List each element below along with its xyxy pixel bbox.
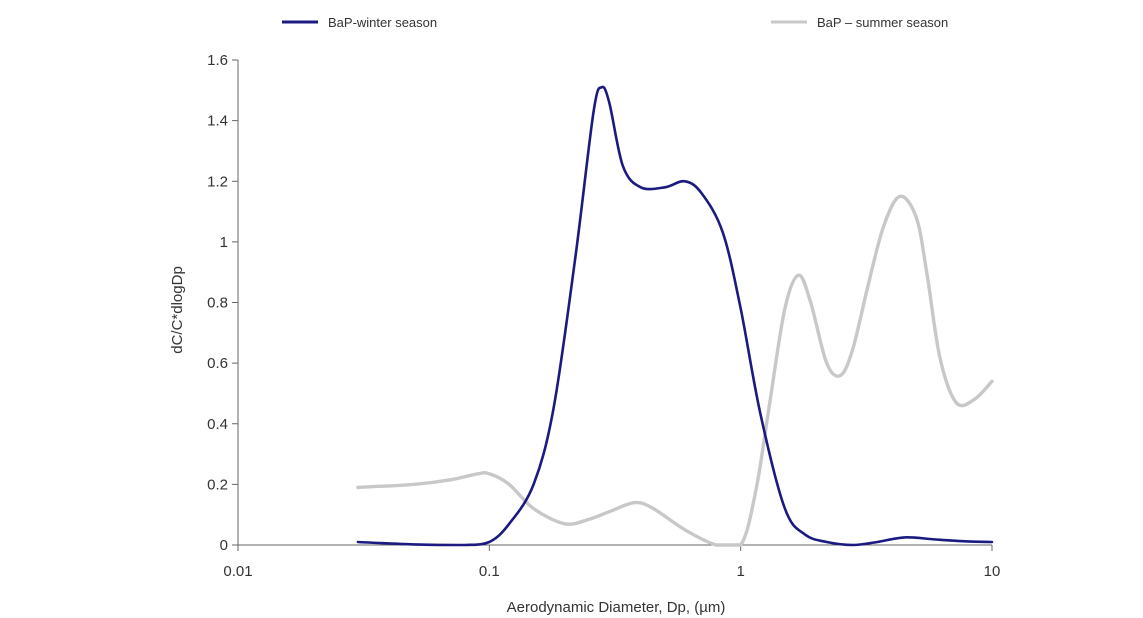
x-axis: 0.01 0.1 1 10 — [223, 544, 1001, 580]
plot-series — [356, 85, 994, 547]
y-tick-label: 1.6 — [207, 52, 228, 69]
y-tick-label: 0.4 — [207, 416, 228, 433]
x-tick-label: 0.1 — [479, 563, 500, 580]
series-line-summer — [356, 194, 994, 547]
legend-label-winter: BaP-winter season — [328, 15, 437, 30]
x-tick-label: 1 — [736, 563, 744, 580]
x-tick-label: 10 — [984, 563, 1001, 580]
y-axis-title: dC/C*dlogDp — [169, 266, 186, 354]
y-tick-label: 1 — [220, 234, 228, 251]
x-axis-title: Aerodynamic Diameter, Dp, (µm) — [507, 599, 726, 616]
series-line-winter — [356, 85, 994, 547]
legend-label-summer: BaP – summer season — [817, 15, 948, 30]
y-tick-label: 1.2 — [207, 173, 228, 190]
y-tick-label: 0.8 — [207, 295, 228, 312]
y-tick-label: 0.2 — [207, 476, 228, 493]
y-tick-label: 0.6 — [207, 355, 228, 372]
y-tick-label: 0 — [220, 537, 228, 554]
legend: BaP-winter season BaP – summer season — [282, 15, 948, 30]
x-tick-label: 0.01 — [223, 563, 252, 580]
y-tick-label: 1.4 — [207, 113, 228, 130]
y-axis: 0 0.2 0.4 0.6 0.8 1 1.2 1.4 1.6 — [207, 52, 239, 554]
